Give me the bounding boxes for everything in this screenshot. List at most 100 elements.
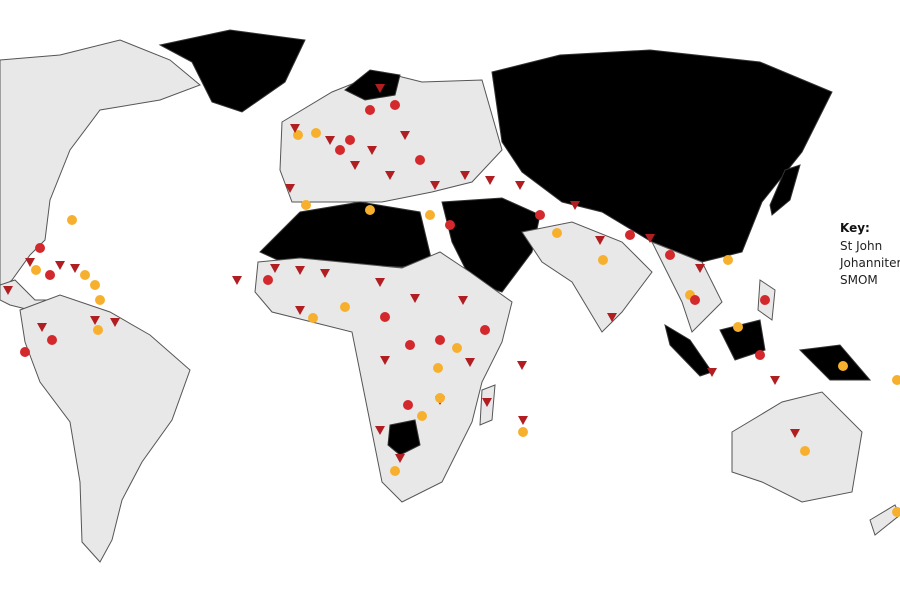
russia-china [491, 49, 833, 263]
legend-item: SMOM [840, 273, 878, 287]
orange-marker [301, 200, 311, 210]
red-marker [390, 100, 400, 110]
south-asia [521, 221, 653, 333]
greenland [158, 29, 306, 113]
orange-marker [311, 128, 321, 138]
red-marker [625, 230, 635, 240]
north-america [0, 39, 201, 291]
orange-marker [95, 295, 105, 305]
red-marker [415, 155, 425, 165]
red-marker [45, 270, 55, 280]
triangle-marker [465, 358, 475, 367]
triangle-marker [570, 201, 580, 210]
red-marker [263, 275, 273, 285]
japan [769, 164, 801, 216]
triangle-marker [410, 294, 420, 303]
south-america [19, 294, 191, 563]
triangle-marker [645, 234, 655, 243]
orange-marker [390, 466, 400, 476]
red-marker [445, 220, 455, 230]
orange-marker [80, 270, 90, 280]
triangle-marker [270, 264, 280, 273]
orange-marker [31, 265, 41, 275]
orange-marker [435, 393, 445, 403]
orange-marker [90, 280, 100, 290]
sumatra [664, 323, 713, 377]
orange-marker [293, 130, 303, 140]
africa [254, 251, 513, 503]
triangle-marker [695, 264, 705, 273]
orange-marker [308, 313, 318, 323]
red-marker [535, 210, 545, 220]
red-marker [480, 325, 490, 335]
arabia-iran [441, 197, 541, 293]
red-marker [47, 335, 57, 345]
triangle-marker [515, 181, 525, 190]
triangle-marker [770, 376, 780, 385]
triangle-marker [55, 261, 65, 270]
orange-marker [892, 375, 900, 385]
triangle-marker [482, 398, 492, 407]
orange-marker [518, 427, 528, 437]
triangle-marker [3, 286, 13, 295]
triangle-marker [375, 426, 385, 435]
triangle-marker [375, 84, 385, 93]
triangle-marker [232, 276, 242, 285]
orange-marker [598, 255, 608, 265]
red-marker [403, 400, 413, 410]
orange-marker [433, 363, 443, 373]
triangle-marker [37, 323, 47, 332]
triangle-marker [707, 368, 717, 377]
orange-marker [838, 361, 848, 371]
triangle-marker [395, 454, 405, 463]
north-africa [259, 201, 433, 268]
triangle-marker [285, 184, 295, 193]
red-marker [345, 135, 355, 145]
orange-marker [340, 302, 350, 312]
triangle-marker [385, 171, 395, 180]
triangle-marker [290, 124, 300, 133]
legend-item: St John [840, 239, 882, 253]
triangle-marker [295, 266, 305, 275]
orange-marker [723, 255, 733, 265]
triangle-marker [518, 416, 528, 425]
australia [731, 391, 863, 503]
indochina [650, 241, 723, 333]
triangle-marker [458, 296, 468, 305]
markers [3, 84, 900, 517]
triangle-marker [70, 264, 80, 273]
triangle-marker [367, 146, 377, 155]
triangle-marker [517, 361, 527, 370]
triangle-marker [460, 171, 470, 180]
borneo [719, 319, 766, 361]
orange-marker [452, 343, 462, 353]
southern-africa-patch [387, 419, 421, 456]
triangle-marker [607, 313, 617, 322]
triangle-marker [380, 356, 390, 365]
legend-item: Johanniter [839, 256, 900, 270]
triangle-marker [90, 316, 100, 325]
red-marker [380, 312, 390, 322]
triangle-marker [320, 269, 330, 278]
red-marker [365, 105, 375, 115]
triangle-marker [350, 161, 360, 170]
orange-marker [417, 411, 427, 421]
orange-marker [552, 228, 562, 238]
triangle-marker [295, 306, 305, 315]
triangle-marker [430, 181, 440, 190]
red-marker [755, 350, 765, 360]
red-marker [20, 347, 30, 357]
triangle-marker [595, 236, 605, 245]
red-marker [335, 145, 345, 155]
red-marker [405, 340, 415, 350]
red-marker [665, 250, 675, 260]
new-guinea [798, 344, 872, 381]
legend-title: Key: [840, 221, 870, 235]
triangle-marker [110, 318, 120, 327]
orange-marker [365, 205, 375, 215]
triangle-marker [400, 131, 410, 140]
orange-marker [892, 507, 900, 517]
triangle-marker [375, 278, 385, 287]
